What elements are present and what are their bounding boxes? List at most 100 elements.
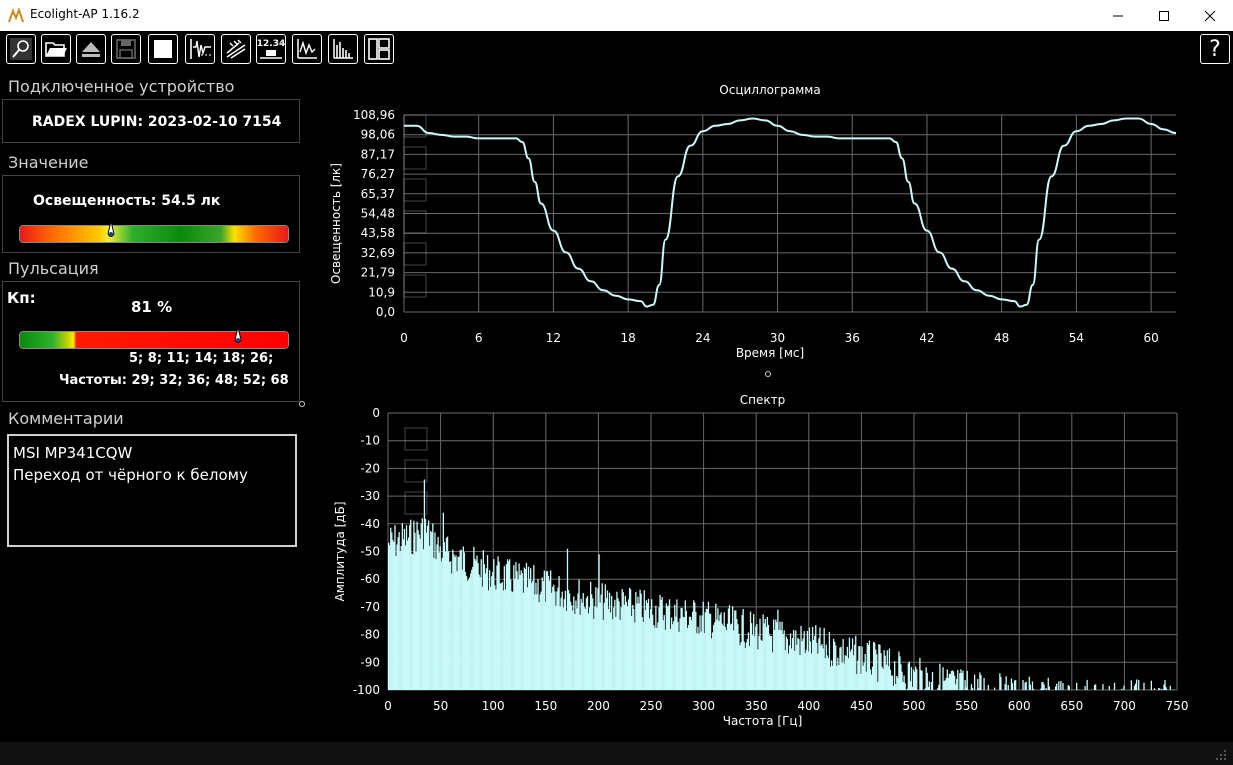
spectrum-bar [951,670,954,690]
spectrum-bar [734,610,736,690]
comments-textarea[interactable]: MSI MP341CQW Переход от чёрного к белому [7,434,297,547]
spectrum-bar [979,672,981,690]
spectrum-bar [670,617,673,690]
spectrum-bar [479,577,481,690]
spectrum-bar [477,562,479,690]
spectrum-bar [861,646,863,690]
spectrum-button[interactable] [328,34,358,64]
oscillogram-button[interactable] [185,34,215,64]
spectrum-bar [517,579,519,690]
waveform-button[interactable] [292,34,322,64]
zoom-center-icon[interactable] [403,242,427,266]
eject-icon [82,42,100,57]
resize-grip-icon[interactable] [1215,749,1227,761]
spectrum-bar [410,519,412,690]
minimize-button[interactable] [1095,0,1141,31]
help-button[interactable]: ? [1200,34,1230,64]
spectrum-bar [561,591,563,690]
zoom-fit-icon-frame [404,427,428,451]
value-display-button[interactable]: 12.34 [256,34,286,64]
search-button[interactable] [6,34,36,64]
spectrum-bar [424,518,427,690]
spectrum-bar [993,687,996,690]
spectrum-bar [505,564,508,690]
spectrum-bar [620,607,622,690]
spectrum-bar [565,610,568,690]
chart-splitter-handle[interactable] [765,371,771,377]
eject-button[interactable] [76,34,106,64]
spectrum-bar [791,638,794,690]
spec-x-tick: 350 [745,699,768,713]
spectrum-bar [1060,680,1062,690]
spectrum-bar [647,598,650,690]
layout-button[interactable] [364,34,394,64]
spectrum-bar [790,648,793,690]
spectrum-bar [775,619,777,690]
spectrum-bar [735,610,737,690]
spectrum-chart[interactable]: Спектр 0 -10 -20 -30 -40 -50 -60 -70 -80 -90 -100 0 5… [320,388,1220,733]
spectrum-bar [1166,689,1168,690]
spectrum-bar [751,635,754,690]
spectrum-bar [678,631,680,690]
oscillogram-chart[interactable]: Осциллограмма 108,96 98,06 87,17 76,27 65,37 5… [320,78,1220,368]
spectrum-bar [882,668,884,690]
frequencies-partial: 5; 8; 11; 14; 18; 26; [129,351,274,366]
osc-y-tick: 0,0 [376,305,395,319]
save-button[interactable] [111,34,141,64]
spectrum-bar [952,671,955,690]
spectrum-bar [1133,685,1136,690]
zoom-in-icon[interactable] [404,491,428,515]
spectrum-bar [688,616,691,690]
spectrum-bar [834,641,836,690]
spectrum-bar [949,673,952,690]
spectrum-bar [544,602,547,690]
spectrum-bar [859,646,861,690]
zoom-vertical-icon[interactable] [403,274,427,298]
zoom-out-icon[interactable] [403,210,427,234]
spectrum-bar [1056,683,1058,690]
open-button[interactable] [41,34,71,64]
zoom-in-icon[interactable] [403,178,427,202]
spectrum-bar [499,583,501,690]
spectrum-bar [674,604,676,690]
spectrum-bar [899,656,901,690]
spectrum-bar [391,532,393,690]
spectrum-bar [811,626,814,690]
spec-x-tick: 300 [692,699,715,713]
spectrum-bar [916,669,918,690]
spectrum-bar [959,673,961,690]
flicker-button[interactable] [221,34,251,64]
zoom-box-icon[interactable] [404,459,428,483]
spectrum-bar [835,645,837,690]
splitter-handle[interactable] [299,401,305,407]
spectrum-bar [829,666,832,690]
spectrum-bar [797,637,799,690]
spectrum-bar [970,684,973,690]
zoom-in-icon-frame [404,491,428,515]
spectrum-bar [409,525,411,690]
spectrum-bar [438,552,440,690]
zoom-fit-icon[interactable] [404,427,428,451]
spectrum-bar [656,627,658,690]
spectrum-bar [706,608,709,690]
spectrum-bar [612,619,614,690]
spectrum-bar [737,624,739,690]
spec-x-tick: 650 [1060,699,1083,713]
osc-y-tick: 98,06 [361,128,395,142]
spectrum-bar [978,688,980,690]
maximize-button[interactable] [1141,0,1187,31]
stop-button[interactable] [148,34,178,64]
spectrum-bar [580,598,582,690]
spectrum-bar [500,583,502,690]
zoom-box-icon-frame [404,459,428,483]
spectrum-bar [909,681,912,690]
zoom-box-icon[interactable] [403,146,427,170]
osc-y-tick: 21,79 [361,266,395,280]
close-button[interactable] [1187,0,1233,31]
spectrum-bar [469,577,471,690]
spec-y-tick: -20 [360,461,380,475]
spectrum-bar [769,635,772,690]
spectrum-bar [854,644,856,690]
spectrum-bar [626,606,629,690]
spectrum-bar [865,671,867,690]
